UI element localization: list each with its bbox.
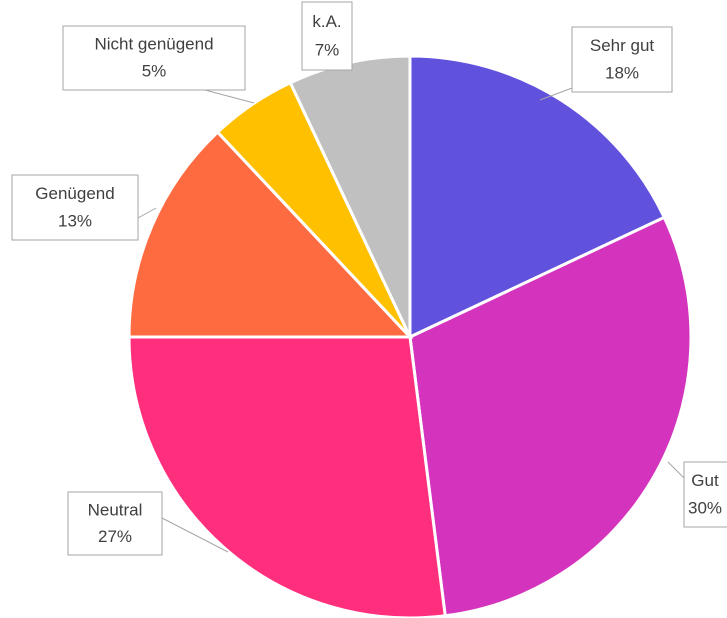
leader-line [137, 207, 157, 219]
label-box [301, 1, 353, 71]
category-label: Nicht genügend [94, 35, 213, 54]
category-label: Neutral [88, 500, 143, 519]
value-label: 7% [315, 40, 340, 59]
value-label: 13% [58, 211, 92, 230]
category-label: k.A. [312, 12, 341, 31]
pie-slice [408, 54, 667, 340]
value-label: 18% [605, 63, 639, 82]
pie-slice [127, 335, 447, 618]
value-label: 5% [142, 62, 167, 81]
leader-line [204, 89, 255, 104]
label-box [11, 174, 139, 241]
label-box [62, 25, 246, 91]
pie-slice [408, 215, 693, 618]
category-label: Sehr gut [590, 36, 655, 55]
label-box [571, 26, 673, 93]
label-box [683, 461, 727, 528]
category-label: Gut [691, 471, 719, 490]
leader-line [539, 87, 573, 101]
category-label: Genügend [35, 184, 114, 203]
pie-slice [127, 130, 414, 339]
value-label: 30% [688, 498, 722, 517]
label-box [67, 491, 163, 556]
leader-line [667, 461, 685, 479]
leader-line [161, 517, 229, 553]
value-label: 27% [98, 527, 132, 546]
